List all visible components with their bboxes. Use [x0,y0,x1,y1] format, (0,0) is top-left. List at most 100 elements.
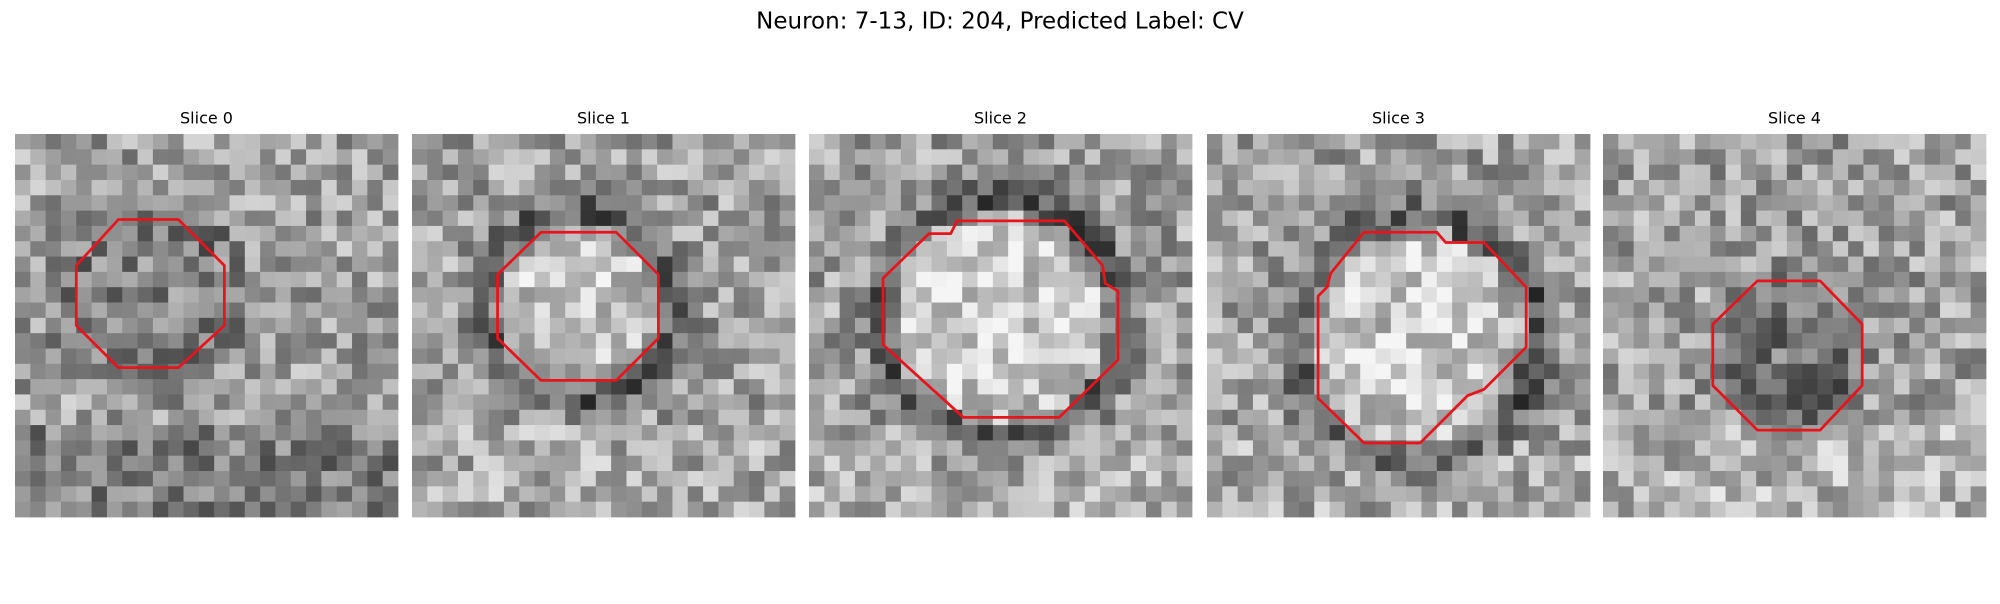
pixel [503,348,520,365]
pixel [1115,164,1132,181]
pixel [839,241,856,257]
pixel [519,256,535,273]
pixel [1528,379,1545,395]
pixel [1648,471,1665,487]
pixel [91,302,108,319]
pixel [442,333,459,349]
pixel [1878,256,1895,273]
pixel [1023,241,1040,257]
pixel [749,363,765,380]
pixel [198,317,215,334]
pixel [1513,471,1530,487]
pixel [1528,486,1545,503]
pixel [91,164,108,181]
pixel [1528,333,1545,349]
pixel [442,256,459,273]
pixel [412,425,428,441]
pixel [412,317,428,334]
pixel [1344,210,1361,227]
pixel [1648,317,1665,334]
pixel [1100,455,1116,472]
pixel [367,486,384,503]
pixel [534,425,551,441]
pixel [1436,149,1453,166]
pixel [1008,164,1024,181]
pixel [595,348,612,365]
pixel [1008,425,1024,441]
pixel [733,379,750,395]
pixel [30,149,47,166]
pixel [244,241,261,257]
pixel [595,179,612,196]
pixel [1955,210,1972,227]
pixel [1115,225,1132,242]
pixel [336,425,353,441]
pixel [900,379,917,395]
pixel [1344,501,1361,518]
pixel [76,333,92,349]
pixel [1452,363,1468,380]
pixel [1115,440,1132,457]
pixel [198,225,215,242]
pixel [931,501,948,518]
pixel [1314,256,1330,273]
pixel [1436,471,1453,487]
pixel [1756,486,1772,503]
pixel [641,287,658,303]
pixel [442,317,459,334]
pixel [672,379,689,395]
pixel [1283,409,1300,426]
pixel [1054,348,1070,365]
pixel [885,333,902,349]
pixel [1406,256,1422,273]
pixel [321,287,338,303]
pixel [1679,409,1696,426]
pixel [1283,425,1300,441]
pixel [1559,195,1576,211]
pixel [1084,225,1101,242]
pixel [854,440,871,457]
pixel [839,409,856,426]
pixel [106,256,123,273]
pixel [1176,455,1193,472]
pixel [1970,425,1987,441]
pixel [1360,425,1376,441]
pixel [1618,287,1635,303]
pixel [214,271,230,288]
pixel [306,471,322,487]
pixel [549,225,566,242]
pixel [885,501,902,518]
pixel [931,256,948,273]
pixel [1878,195,1895,211]
pixel [809,348,825,365]
pixel [718,379,735,395]
pixel [1559,455,1576,472]
pixel [703,363,719,380]
pixel [1390,455,1407,472]
pixel [1421,501,1438,518]
pixel [76,440,92,457]
pixel [779,425,796,441]
pixel [336,348,353,365]
pixel [183,134,200,150]
pixel [611,379,627,395]
pixel [442,287,459,303]
pixel [427,210,444,227]
pixel [1252,409,1269,426]
pixel [1940,486,1956,503]
pixel [595,256,612,273]
pixel [1955,379,1972,395]
pixel [580,501,597,518]
pixel [1802,134,1818,150]
pixel [1421,486,1438,503]
pixel [749,501,765,518]
pixel [1268,256,1284,273]
pixel [1268,164,1284,181]
pixel [1710,440,1726,457]
pixel [503,164,520,181]
pixel [45,256,62,273]
pixel [244,210,261,227]
pixel [839,149,856,166]
pixel [488,409,505,426]
pixel [1360,164,1376,181]
